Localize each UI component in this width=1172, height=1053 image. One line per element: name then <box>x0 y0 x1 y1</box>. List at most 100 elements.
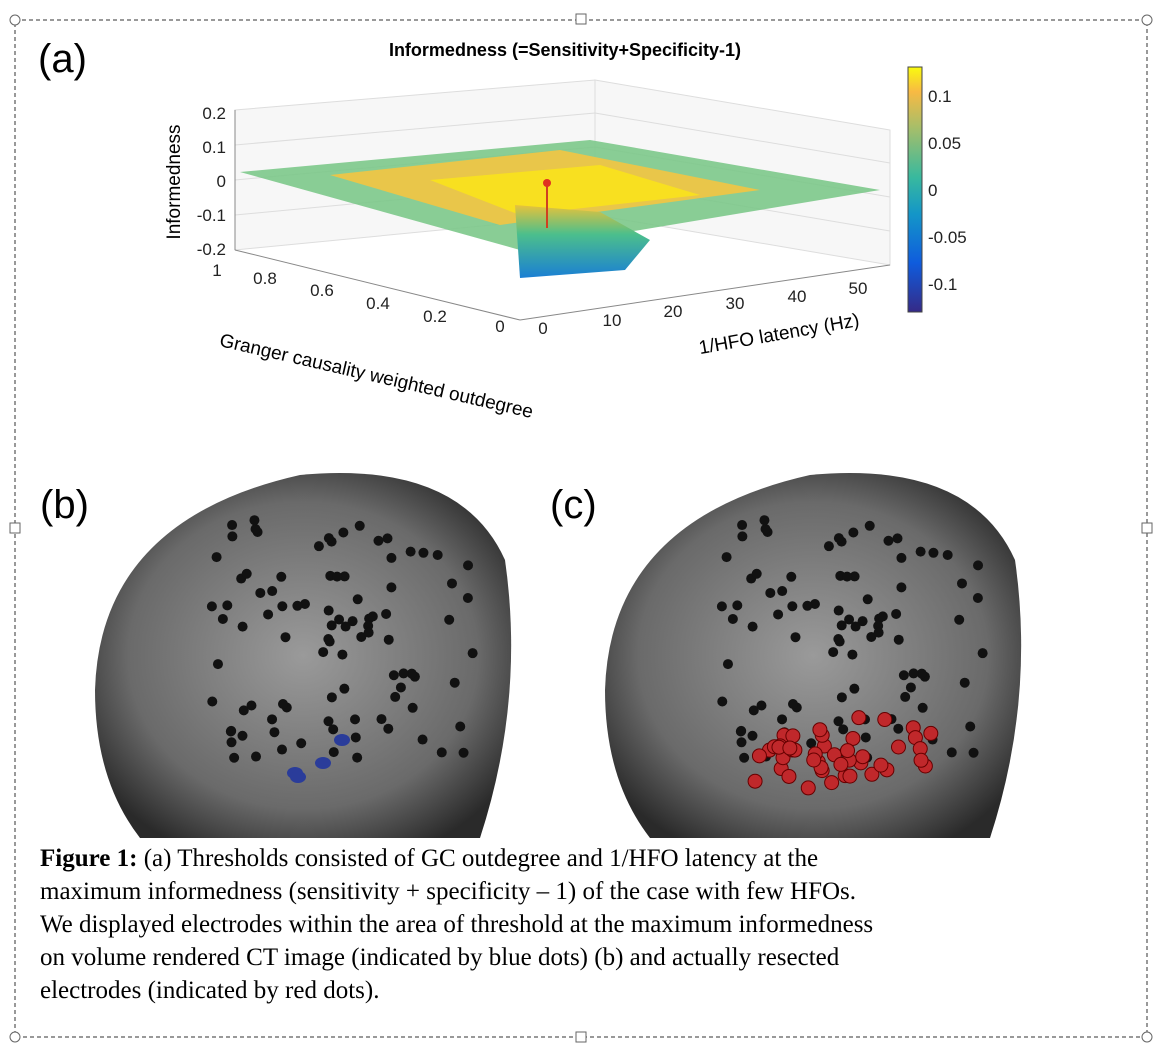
electrode <box>328 747 339 758</box>
electrode <box>237 730 248 741</box>
electrode-red <box>913 752 929 768</box>
electrode <box>280 632 291 643</box>
electrode <box>417 734 428 745</box>
electrode <box>436 747 447 758</box>
electrode <box>211 552 222 563</box>
x-tick-label: 0.8 <box>253 269 277 288</box>
electrode <box>381 608 392 619</box>
electrode <box>398 668 409 679</box>
electrode <box>802 600 813 611</box>
electrode <box>269 727 280 738</box>
electrode <box>946 747 957 758</box>
electrode <box>722 659 733 670</box>
electrode <box>790 632 801 643</box>
electrode-red <box>782 740 798 756</box>
electrode <box>395 682 406 693</box>
electrode <box>328 724 339 735</box>
electrode <box>732 600 743 611</box>
electrode-blue <box>315 757 331 769</box>
electrode <box>716 601 727 612</box>
electrode <box>833 605 844 616</box>
electrode <box>747 730 758 741</box>
electrode <box>823 541 834 552</box>
x-tick-label: 1 <box>212 261 221 280</box>
z-tick-label: 0.2 <box>202 104 226 123</box>
electrode <box>354 520 365 531</box>
colorbar-tick-label: 0.05 <box>928 134 961 153</box>
electrode <box>866 631 877 642</box>
electrode <box>376 714 387 725</box>
electrode <box>255 587 266 598</box>
electrode <box>862 594 873 605</box>
electrode <box>883 535 894 546</box>
z-tick-label: 0.1 <box>202 138 226 157</box>
y-tick-label: 10 <box>603 311 622 330</box>
electrode <box>786 571 797 582</box>
electrode <box>382 533 393 544</box>
electrode <box>276 571 287 582</box>
electrode <box>900 691 911 702</box>
electrode <box>760 523 771 534</box>
panel-label: (c) <box>550 483 597 527</box>
electrode-red <box>751 748 767 764</box>
electrode <box>250 523 261 534</box>
electrode <box>323 533 334 544</box>
electrode <box>787 601 798 612</box>
electrode <box>406 668 417 679</box>
electrode <box>739 752 750 763</box>
electrode <box>373 535 384 546</box>
electrode <box>747 621 758 632</box>
electrode <box>238 705 249 716</box>
electrode <box>765 587 776 598</box>
x-axis-label: Granger causality weighted outdegree <box>217 330 535 423</box>
electrode <box>350 732 361 743</box>
electrode <box>267 714 278 725</box>
electrode <box>407 702 418 713</box>
electrode <box>896 552 907 563</box>
electrode <box>833 716 844 727</box>
caption-line: on volume rendered CT image (indicated b… <box>40 944 840 971</box>
electrode <box>877 611 888 622</box>
electrode <box>737 531 748 542</box>
electrode-red <box>806 752 822 768</box>
z-tick-label: -0.2 <box>197 240 226 259</box>
selection-handles[interactable] <box>9 13 1153 1043</box>
electrode <box>777 714 788 725</box>
electrode <box>340 621 351 632</box>
electrode <box>405 546 416 557</box>
electrode <box>207 696 218 707</box>
electrode <box>828 647 839 658</box>
electrode <box>249 515 260 526</box>
electrode <box>905 682 916 693</box>
z-tick-label: 0 <box>217 172 226 191</box>
electrode <box>965 721 976 732</box>
electrode <box>267 586 278 597</box>
electrode <box>844 614 855 625</box>
colorbar-tick-label: -0.05 <box>928 228 967 247</box>
electrode <box>449 677 460 688</box>
electrode <box>217 613 228 624</box>
electrode <box>467 648 478 659</box>
electrode <box>241 568 252 579</box>
electrode <box>836 620 847 631</box>
electrode <box>860 732 871 743</box>
electrode <box>277 744 288 755</box>
electrode <box>806 738 817 749</box>
electrode <box>721 552 732 563</box>
electrode <box>332 571 343 582</box>
electrode <box>717 696 728 707</box>
electrode-red <box>781 768 797 784</box>
caption-line: Figure 1: (a) Thresholds consisted of GC… <box>40 845 818 872</box>
y-tick-label: 40 <box>788 287 807 306</box>
electrode <box>942 549 953 560</box>
electrode <box>263 609 274 620</box>
electrode <box>222 600 233 611</box>
electrode <box>748 705 759 716</box>
electrode <box>756 700 767 711</box>
electrode <box>323 605 334 616</box>
electrode <box>857 616 868 627</box>
colorbar-tick-label: -0.1 <box>928 275 957 294</box>
electrode <box>383 723 394 734</box>
electrode <box>363 627 374 638</box>
electrode <box>787 698 798 709</box>
